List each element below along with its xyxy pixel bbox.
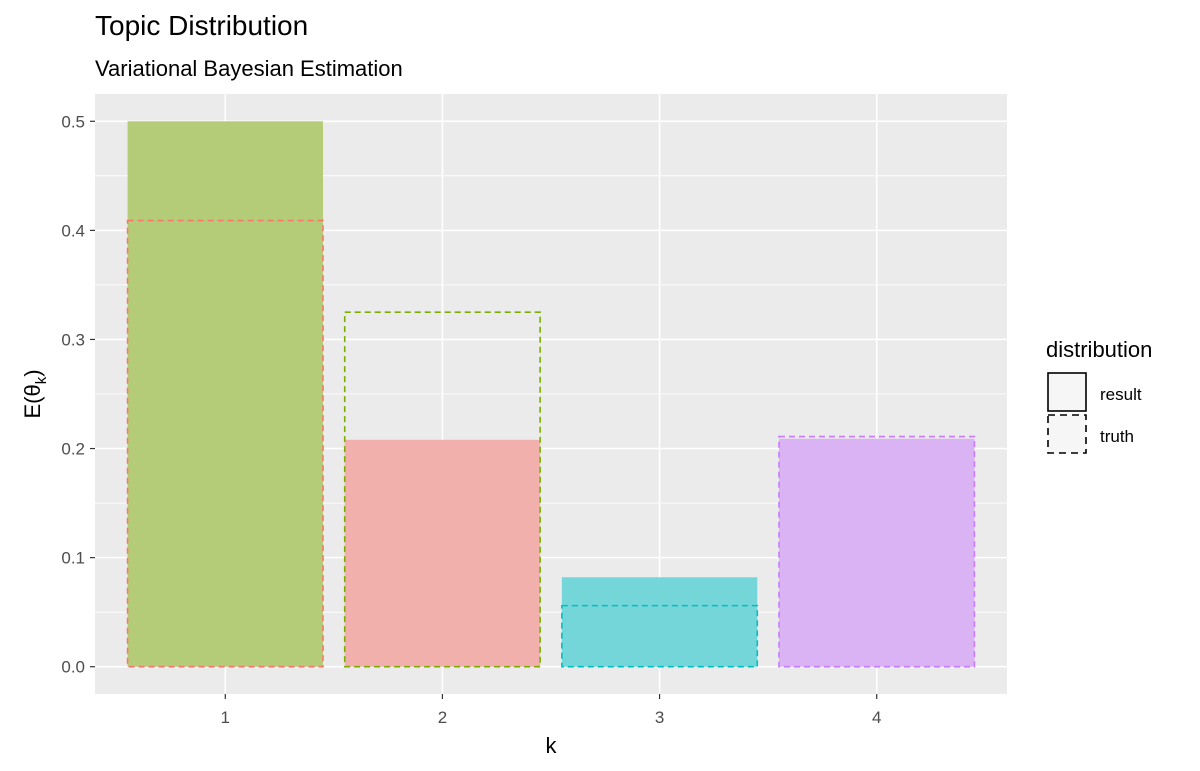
x-axis-title: k	[546, 733, 558, 758]
bar-result-1	[127, 121, 323, 667]
bar-result-4	[779, 438, 975, 667]
y-axis-title-close: )	[20, 369, 45, 376]
x-tick-label: 1	[221, 708, 230, 727]
y-axis-title: E(θk)	[20, 369, 50, 418]
chart-title: Topic Distribution	[95, 10, 308, 41]
bar-truth-2	[343, 311, 541, 668]
bar-truth-1	[126, 219, 324, 668]
x-tick-label: 3	[655, 708, 664, 727]
legend-key-truth	[1047, 414, 1087, 454]
y-tick-label: 0.4	[61, 221, 85, 240]
legend: distribution result truth	[1046, 337, 1152, 454]
x-tick-label: 4	[872, 708, 881, 727]
bars	[126, 121, 976, 668]
chart-subtitle: Variational Bayesian Estimation	[95, 56, 403, 81]
bar-result-3	[561, 577, 758, 667]
y-tick-label: 0.5	[61, 112, 85, 131]
y-axis-title-main: E(θ	[20, 384, 45, 418]
legend-label-truth: truth	[1100, 427, 1134, 446]
bar-truth-4	[778, 435, 976, 668]
bar-result-2	[344, 439, 541, 667]
y-axis-title-group: E(θk)	[20, 369, 50, 418]
y-tick-label: 0.3	[61, 330, 85, 349]
bar-truth-3	[561, 604, 759, 668]
legend-key-result	[1047, 372, 1087, 412]
y-axis: 0.0 0.1 0.2 0.3 0.4 0.5	[61, 112, 95, 677]
x-axis: 1 2 3 4	[221, 694, 881, 727]
y-tick-label: 0.0	[61, 658, 85, 677]
x-tick-label: 2	[438, 708, 447, 727]
y-tick-label: 0.1	[61, 549, 85, 568]
y-tick-label: 0.2	[61, 440, 85, 459]
y-axis-title-subscript: k	[33, 376, 50, 384]
legend-title: distribution	[1046, 337, 1152, 362]
legend-label-result: result	[1100, 385, 1142, 404]
